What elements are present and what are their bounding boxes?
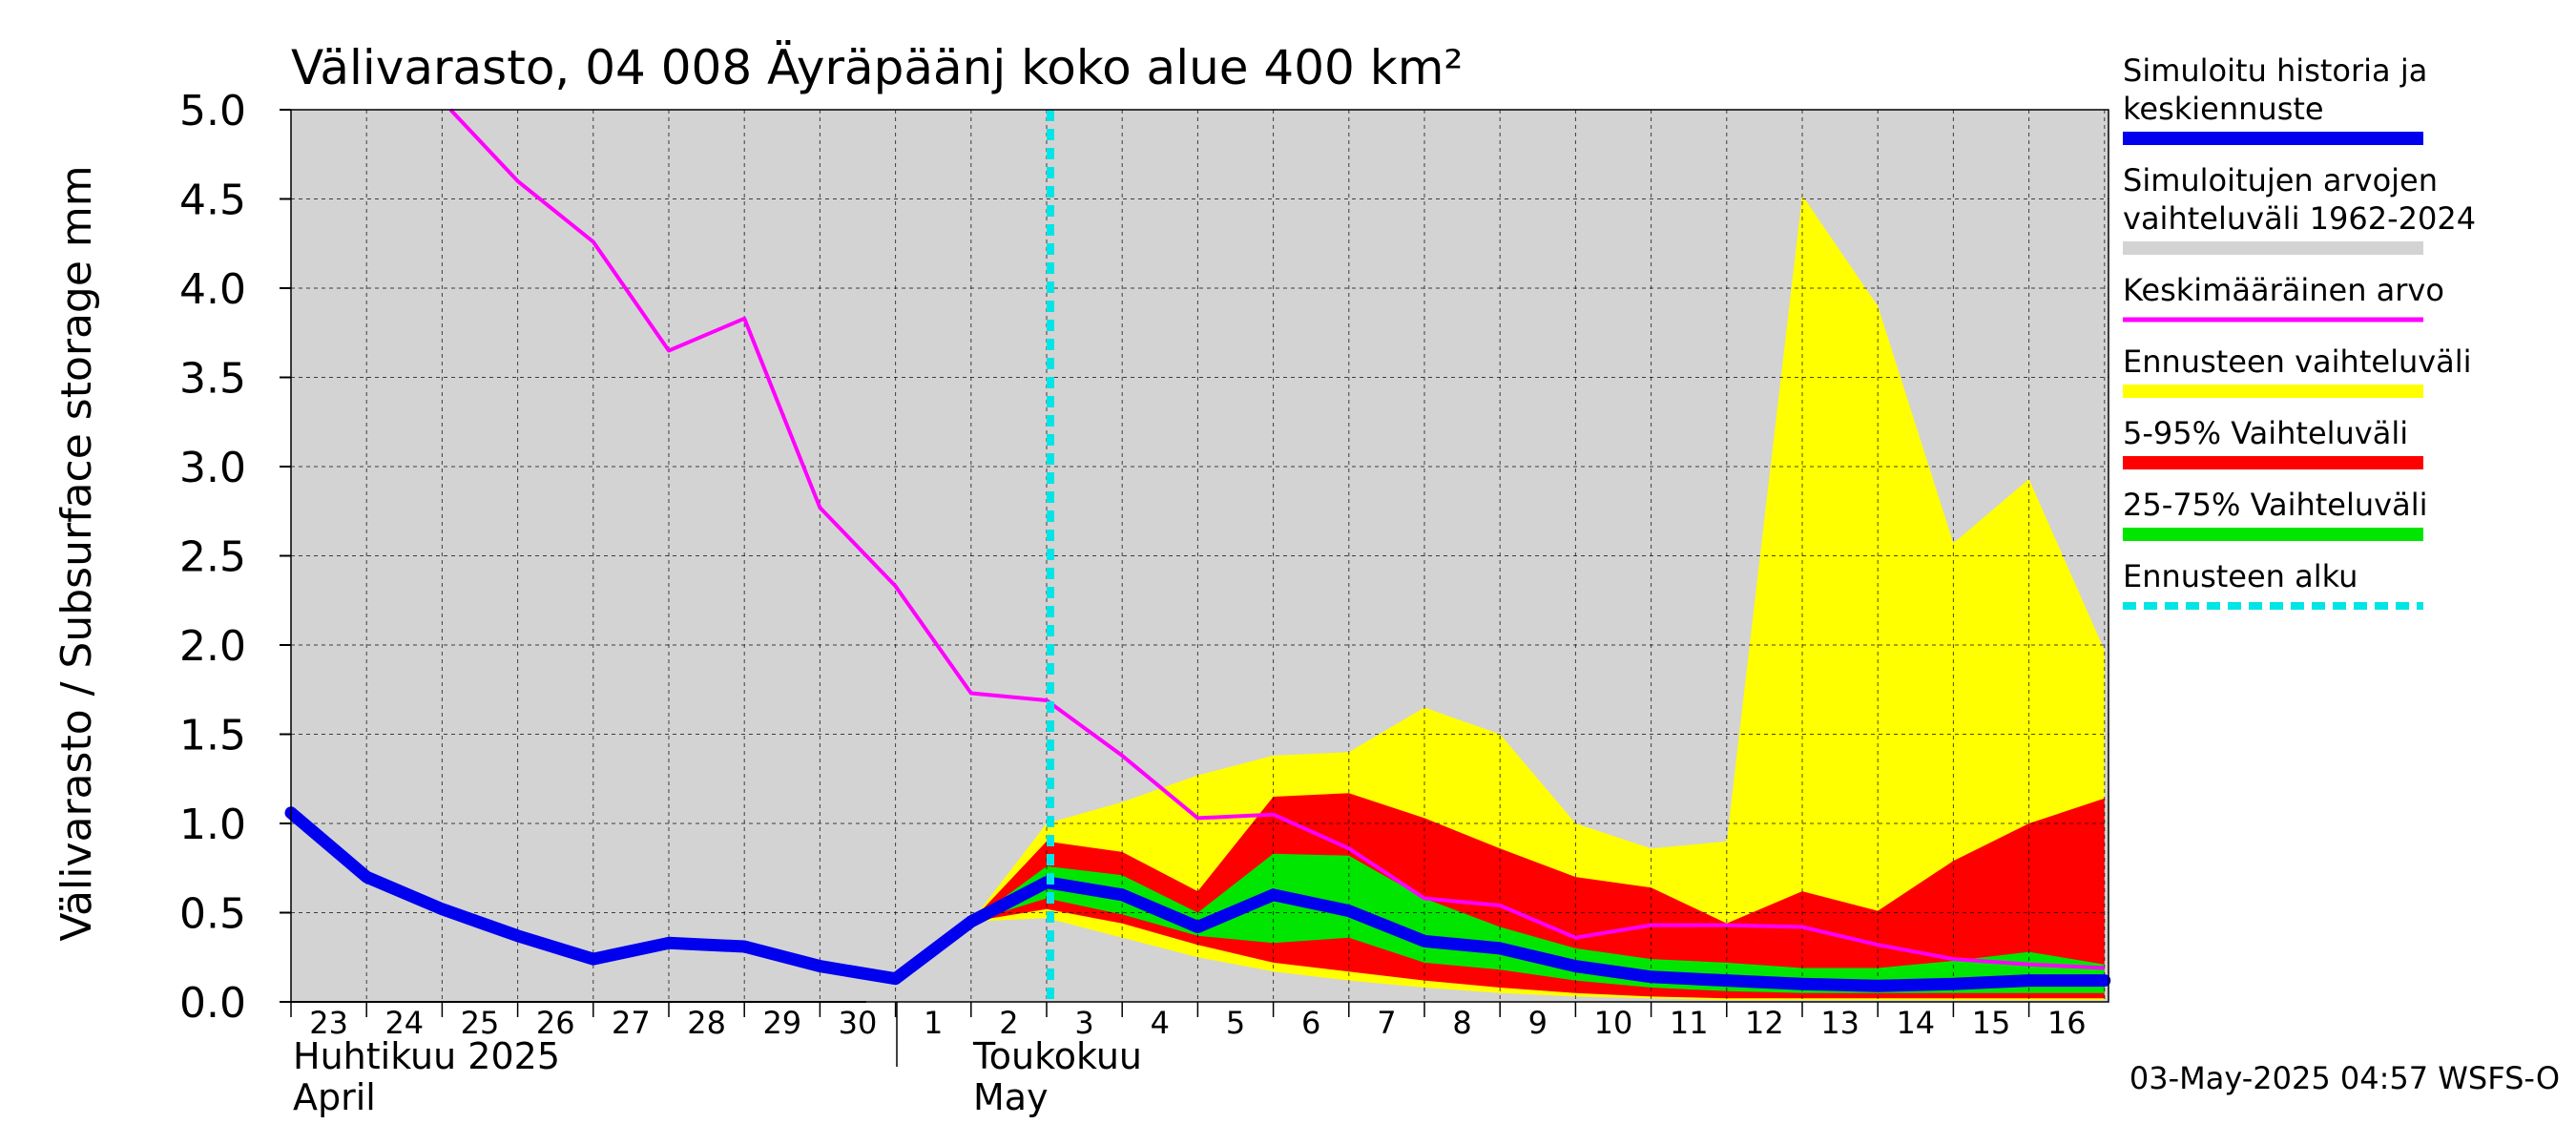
x-tick-label: 3 (1074, 1005, 1093, 1041)
y-tick-label: 4.0 (179, 265, 246, 314)
x-tick-label: 15 (1972, 1005, 2011, 1041)
legend-label: 5-95% Vaihteluväli (2123, 415, 2408, 451)
chart-title: Välivarasto, 04 008 Äyräpäänj koko alue … (291, 40, 1463, 95)
axes: 0.00.51.01.52.02.53.03.54.04.55.023 24 25 2… (179, 87, 2087, 1118)
forecast-bands (970, 195, 2105, 1001)
x-tick-label: 12 (1745, 1005, 1784, 1041)
simulated-median-line (284, 806, 2111, 992)
legend-label: Keskimääräinen arvo (2123, 272, 2444, 308)
x-tick-label: 2 (999, 1005, 1018, 1041)
legend-label: vaihteluväli 1962-2024 (2123, 200, 2476, 237)
x-tick-label: 25 (461, 1005, 500, 1041)
y-tick-label: 1.0 (179, 801, 246, 849)
x-tick-label: 27 (612, 1005, 651, 1041)
x-tick-label: 29 (762, 1005, 801, 1041)
x-tick-label: 16 (2047, 1005, 2087, 1041)
legend-label: Ennusteen vaihteluväli (2123, 344, 2472, 380)
x-tick-label: 28 (687, 1005, 726, 1041)
x-tick-label: 24 (384, 1005, 424, 1041)
legend-label: Simuloitujen arvojen (2123, 162, 2438, 198)
month-label-fi: Toukokuu (972, 1035, 1142, 1077)
x-tick-label: 5 (1226, 1005, 1245, 1041)
x-tick-label: 11 (1670, 1005, 1709, 1041)
y-tick-label: 3.0 (179, 444, 246, 492)
x-tick-label: 6 (1301, 1005, 1320, 1041)
y-tick-label: 2.0 (179, 622, 246, 671)
y-tick-label: 0.5 (179, 890, 246, 939)
x-tick-label: 7 (1377, 1005, 1396, 1041)
y-tick-label: 2.5 (179, 533, 246, 582)
y-tick-label: 0.0 (179, 979, 246, 1028)
y-tick-label: 5.0 (179, 87, 246, 135)
legend-label: keskiennuste (2123, 91, 2324, 127)
forecast-range-band (970, 195, 2105, 1001)
y-tick-label: 1.5 (179, 712, 246, 760)
x-tick-label: 8 (1452, 1005, 1471, 1041)
x-tick-label: 14 (1896, 1005, 1935, 1041)
x-tick-label: 26 (536, 1005, 575, 1041)
x-tick-label: 4 (1151, 1005, 1170, 1041)
legend-label: Ennusteen alku (2123, 558, 2358, 594)
x-tick-label: 10 (1594, 1005, 1633, 1041)
mean-value-line (448, 108, 2105, 970)
legend-label: Simuloitu historia ja (2123, 52, 2427, 89)
x-tick-label: 23 (309, 1005, 348, 1041)
range-25-75-band (970, 853, 2105, 993)
range-5-95-band (970, 793, 2105, 999)
legend-label: 25-75% Vaihteluväli (2123, 487, 2427, 523)
x-tick-label: 1 (924, 1005, 943, 1041)
y-tick-label: 4.5 (179, 177, 246, 225)
month-label-en: April (293, 1076, 376, 1118)
series-lines (284, 108, 2111, 1002)
y-tick-label: 3.5 (179, 355, 246, 404)
month-label-en: May (973, 1076, 1049, 1118)
y-axis-label: Välivarasto / Subsurface storage mm (52, 165, 101, 941)
x-tick-label: 9 (1528, 1005, 1548, 1041)
x-tick-label: 30 (839, 1005, 878, 1041)
month-label-fi: Huhtikuu 2025 (293, 1035, 560, 1077)
footer-timestamp: 03-May-2025 04:57 WSFS-O (2129, 1060, 2560, 1096)
x-tick-label: 13 (1820, 1005, 1859, 1041)
